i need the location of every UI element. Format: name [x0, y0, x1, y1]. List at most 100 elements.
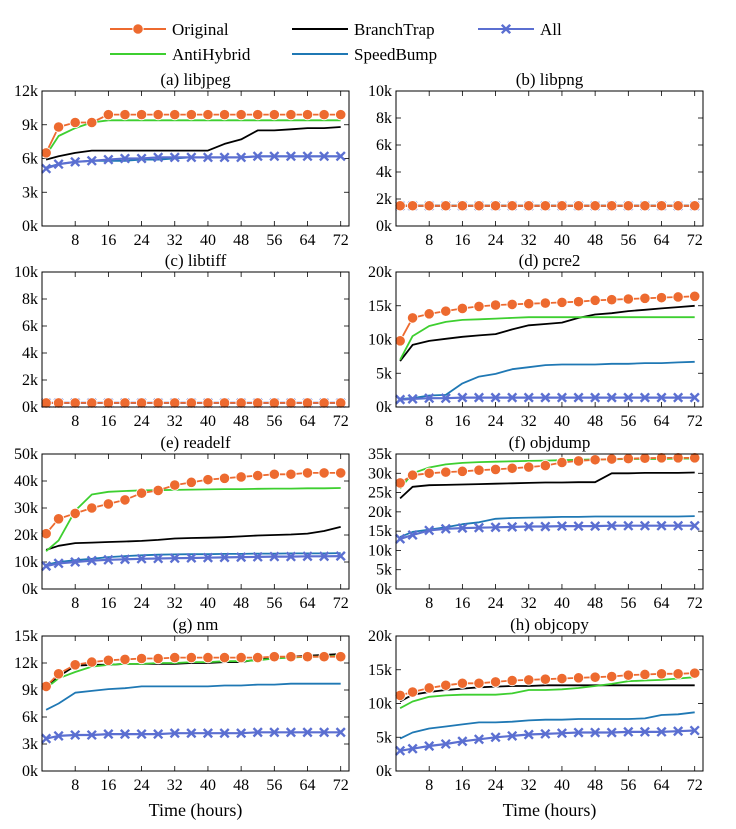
y-tick-label: 9k	[22, 682, 38, 699]
point-original	[394, 335, 406, 347]
point-all	[673, 392, 684, 403]
point-original	[335, 651, 347, 663]
point-original	[152, 652, 164, 665]
point-original	[394, 477, 406, 489]
point-original	[335, 397, 347, 409]
legend-label-branchtrap: BranchTrap	[354, 20, 435, 39]
series-group	[394, 452, 701, 544]
point-all	[623, 392, 634, 403]
x-tick-label: 64	[300, 777, 316, 794]
point-original	[589, 200, 601, 212]
point-original	[606, 294, 618, 306]
point-original	[252, 469, 264, 482]
plot-frame	[395, 635, 704, 772]
point-original	[523, 461, 535, 473]
point-all	[424, 740, 435, 752]
legend-label-antihybrid: AntiHybrid	[172, 45, 251, 64]
point-all	[119, 729, 131, 740]
x-tick-label: 32	[521, 232, 537, 249]
y-tick-label: 0k	[22, 218, 38, 235]
point-all	[606, 520, 617, 531]
x-tick-label: 48	[587, 777, 603, 794]
point-original	[268, 651, 280, 663]
x-tick-label: 56	[620, 413, 636, 430]
y-tick-label: 0k	[376, 581, 392, 598]
point-all	[639, 726, 650, 737]
point-original	[69, 397, 81, 409]
x-tick-label: 32	[521, 413, 537, 430]
x-tick-label: 16	[100, 232, 116, 249]
y-tick-label: 0k	[22, 399, 38, 416]
point-original	[185, 397, 197, 409]
point-original	[119, 653, 131, 666]
series-line-speedbump	[45, 552, 341, 566]
point-original	[689, 452, 701, 464]
plot-frame	[395, 90, 704, 227]
point-all	[302, 727, 313, 738]
point-original	[672, 291, 684, 303]
legend-item-antihybrid: AntiHybrid	[110, 45, 251, 64]
x-tick-label: 24	[488, 595, 504, 612]
x-tick-label: 72	[687, 413, 703, 430]
point-original	[169, 109, 181, 121]
point-original	[318, 397, 330, 409]
point-original	[572, 296, 585, 308]
x-tick-label: 40	[200, 413, 216, 430]
point-original	[185, 476, 197, 488]
point-all	[556, 392, 567, 403]
y-tick-label: 15k	[14, 628, 38, 645]
y-tick-label: 0k	[376, 763, 392, 780]
x-tick-label: 56	[266, 777, 282, 794]
point-original	[135, 397, 148, 409]
point-original	[202, 109, 214, 121]
point-all	[424, 393, 435, 404]
point-original	[40, 147, 52, 159]
point-original	[589, 671, 601, 683]
x-tick-label: 40	[200, 232, 216, 249]
series-group	[40, 397, 347, 409]
point-all	[219, 552, 230, 563]
point-all	[395, 394, 406, 405]
panel-objcopy: (h) objcopy 0k 5k 10k 15k 20k 8 16 24 32 40 48 56 64 7…	[368, 615, 704, 821]
x-tick-label: 24	[488, 777, 504, 794]
legend-label-all: All	[540, 20, 562, 39]
series-line-branchtrap	[45, 126, 341, 161]
point-original	[86, 656, 98, 668]
x-tick-label: 24	[134, 413, 150, 430]
y-tick-label: 10k	[368, 83, 392, 100]
point-original	[268, 468, 280, 480]
point-original	[606, 200, 618, 212]
point-original	[119, 494, 131, 506]
y-tick-label: 25k	[368, 485, 392, 502]
point-all	[136, 553, 147, 564]
y-tick-label: 40k	[14, 473, 38, 490]
y-tick-label: 20k	[368, 264, 392, 281]
x-tick-label: 64	[300, 595, 316, 612]
x-tick-label: 8	[71, 232, 79, 249]
point-original	[622, 200, 634, 212]
x-tick-label: 64	[654, 777, 670, 794]
legend-item-all: All	[478, 20, 562, 39]
point-original	[169, 479, 181, 491]
point-all	[41, 733, 52, 744]
point-original	[301, 397, 314, 409]
point-original	[539, 297, 551, 309]
point-original	[52, 513, 65, 525]
point-all	[673, 726, 684, 737]
point-all	[440, 738, 451, 750]
point-all	[457, 523, 468, 534]
point-original	[606, 670, 618, 683]
point-all	[202, 152, 213, 163]
point-all	[186, 728, 197, 739]
point-all	[507, 521, 518, 532]
point-original	[655, 292, 668, 304]
point-all	[153, 553, 164, 564]
point-all	[335, 551, 346, 562]
point-all	[53, 159, 64, 170]
point-original	[572, 200, 585, 212]
point-original	[119, 109, 131, 121]
point-original	[152, 109, 164, 121]
point-original	[318, 109, 330, 121]
point-all	[319, 151, 330, 162]
